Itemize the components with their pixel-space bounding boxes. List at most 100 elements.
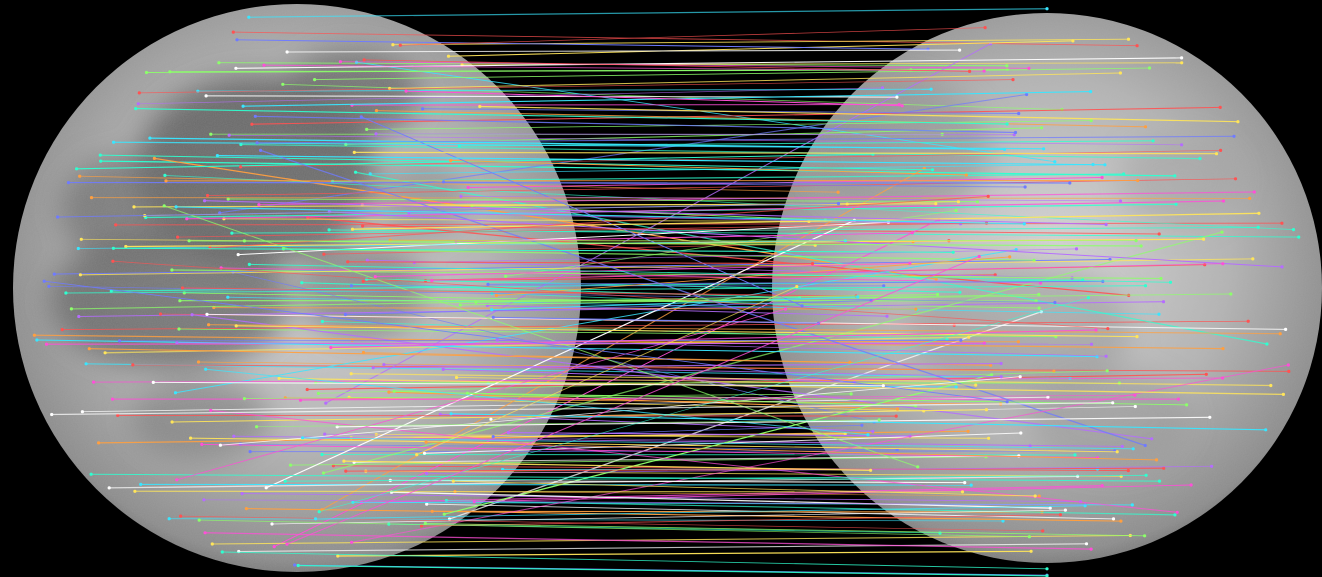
match-line xyxy=(367,259,1073,279)
keypoint xyxy=(112,140,116,144)
keypoint xyxy=(109,289,113,293)
keypoint xyxy=(203,199,207,203)
match-line xyxy=(182,287,857,297)
keypoint xyxy=(1016,340,1021,344)
keypoint xyxy=(185,217,189,221)
match-line xyxy=(176,308,786,481)
keypoint xyxy=(174,205,178,209)
keypoint xyxy=(69,307,73,311)
keypoint xyxy=(270,522,274,526)
keypoint xyxy=(1053,300,1057,305)
keypoint xyxy=(1048,506,1052,510)
keypoint xyxy=(178,299,182,303)
keypoint xyxy=(1221,262,1225,266)
keypoint xyxy=(1076,474,1080,478)
keypoint xyxy=(187,239,191,243)
keypoint xyxy=(1265,342,1269,346)
keypoint xyxy=(1131,447,1135,451)
keypoint xyxy=(836,201,841,206)
match-line xyxy=(450,160,967,176)
keypoint xyxy=(1104,222,1108,227)
keypoint xyxy=(1095,467,1100,471)
match-line xyxy=(315,505,1086,520)
keypoint xyxy=(264,486,268,490)
keypoint xyxy=(1135,335,1139,339)
match-line xyxy=(86,363,1071,379)
keypoint xyxy=(1143,284,1148,288)
match-line xyxy=(454,491,1040,497)
match-line xyxy=(460,196,1121,202)
keypoint xyxy=(495,338,499,342)
match-line xyxy=(375,262,910,278)
keypoint xyxy=(1025,92,1029,97)
keypoint xyxy=(87,347,91,351)
match-line xyxy=(236,325,1138,338)
match-line xyxy=(98,430,969,444)
keypoint xyxy=(963,481,967,485)
keypoint xyxy=(1028,444,1032,448)
keypoint xyxy=(44,342,49,346)
keypoint xyxy=(98,153,102,157)
keypoint xyxy=(451,479,455,483)
keypoint xyxy=(983,26,987,30)
keypoint xyxy=(205,312,209,316)
match-line xyxy=(491,296,858,311)
keypoint xyxy=(783,307,788,311)
keypoint xyxy=(422,451,427,455)
keypoint xyxy=(1281,392,1285,396)
match-line xyxy=(240,443,898,451)
keypoint xyxy=(1159,276,1163,281)
match-line xyxy=(119,339,961,342)
match-line xyxy=(189,240,1142,247)
match-line xyxy=(78,240,846,249)
keypoint xyxy=(1033,494,1037,498)
keypoint xyxy=(374,132,378,136)
match-line xyxy=(93,377,1223,383)
keypoint xyxy=(1287,369,1291,373)
keypoint xyxy=(350,227,355,231)
match-line xyxy=(197,88,932,92)
keypoint xyxy=(241,104,245,108)
keypoint xyxy=(1017,111,1021,116)
keypoint xyxy=(1104,354,1108,358)
match-line xyxy=(57,202,839,218)
match-line xyxy=(164,174,1294,231)
keypoint xyxy=(346,260,350,264)
keypoint xyxy=(301,436,305,440)
match-line xyxy=(209,195,989,249)
keypoint xyxy=(1180,56,1184,60)
keypoint xyxy=(75,167,79,171)
keypoint xyxy=(35,338,39,342)
keypoint xyxy=(415,453,419,457)
keypoint xyxy=(242,239,246,243)
keypoint xyxy=(1119,519,1123,523)
match-line xyxy=(231,226,1259,234)
match-line xyxy=(217,155,1105,166)
keypoint xyxy=(1074,247,1079,251)
match-line xyxy=(79,175,839,193)
keypoint xyxy=(1118,71,1122,75)
keypoint xyxy=(398,43,402,47)
keypoint xyxy=(78,273,82,277)
keypoint xyxy=(92,380,96,384)
keypoint xyxy=(179,514,183,518)
keypoint xyxy=(352,150,356,154)
keypoint xyxy=(984,408,989,412)
match-line xyxy=(135,108,1008,125)
keypoint xyxy=(458,303,462,307)
keypoint xyxy=(136,102,140,106)
keypoint xyxy=(64,291,68,295)
match-line xyxy=(286,256,980,545)
match-line xyxy=(375,133,1015,136)
keypoint xyxy=(388,86,392,91)
keypoint xyxy=(255,141,259,145)
match-line xyxy=(271,509,1066,525)
keypoint xyxy=(321,471,326,475)
keypoint xyxy=(954,385,958,389)
keypoint xyxy=(810,262,815,266)
keypoint xyxy=(103,351,107,355)
match-line xyxy=(203,499,1086,506)
keypoint xyxy=(235,38,239,42)
keypoint xyxy=(42,279,46,283)
keypoint xyxy=(1089,90,1093,94)
